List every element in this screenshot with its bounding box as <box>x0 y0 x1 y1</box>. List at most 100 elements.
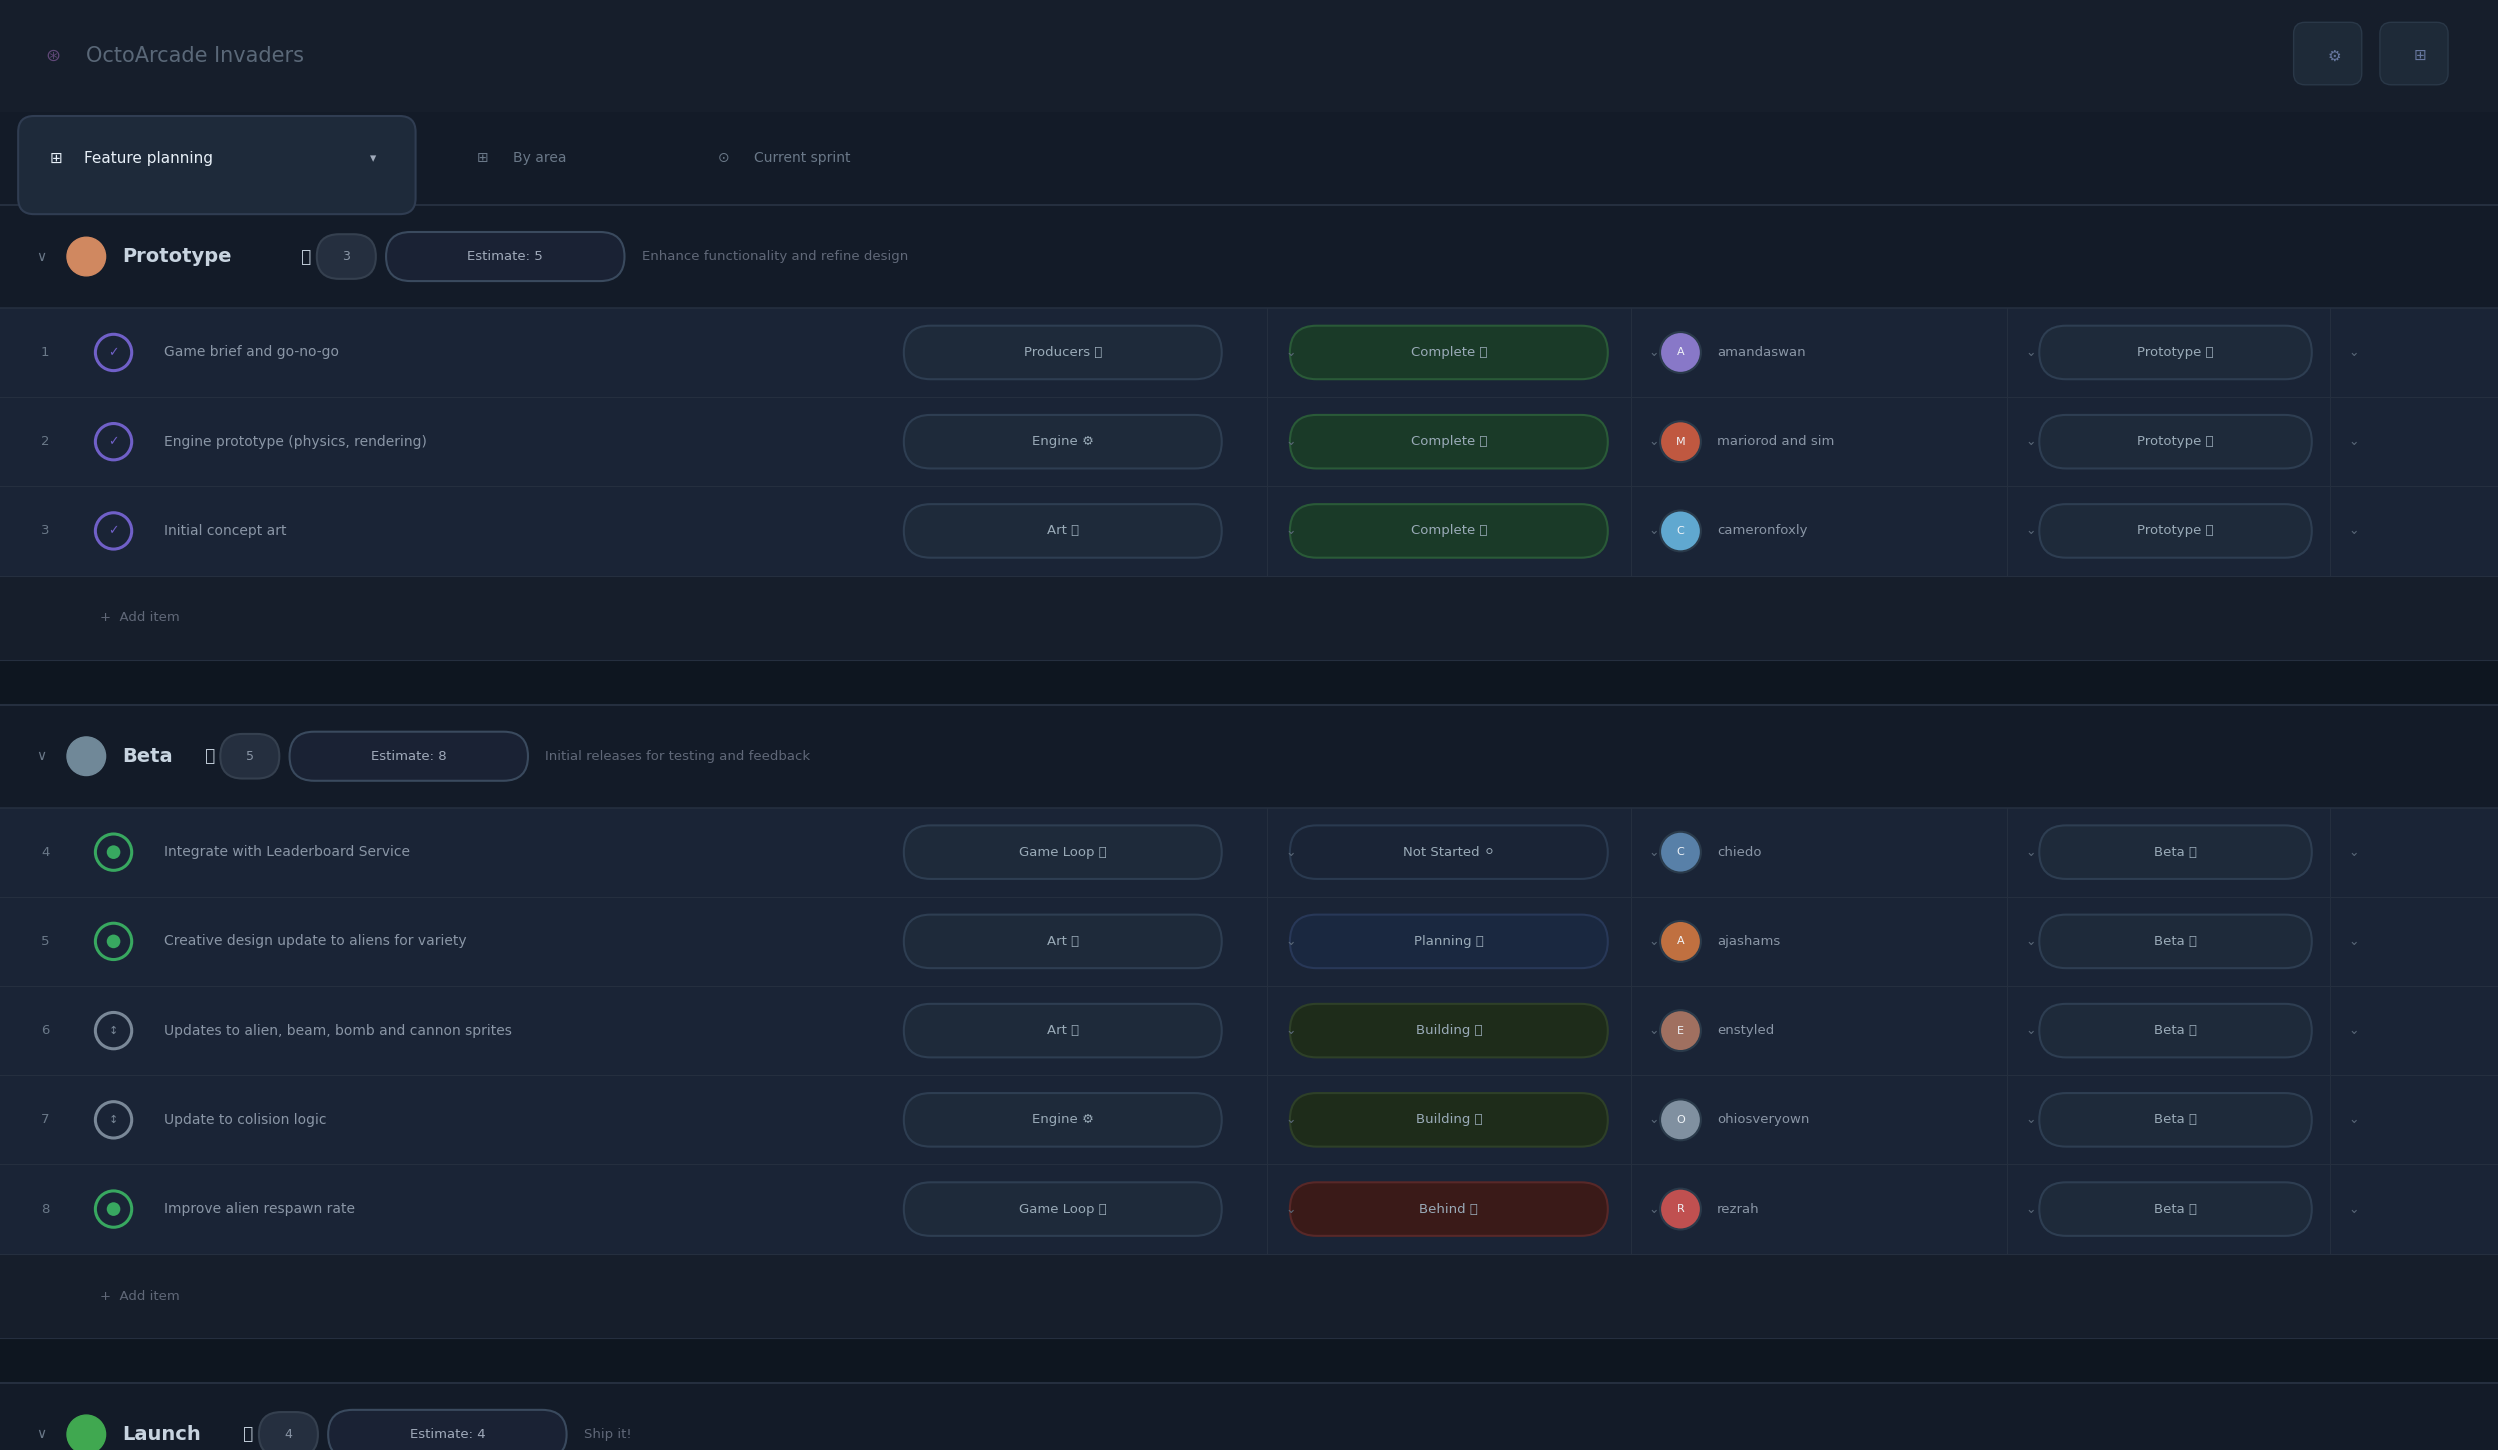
Text: ⌄: ⌄ <box>1286 1024 1296 1037</box>
FancyBboxPatch shape <box>0 660 2498 705</box>
Text: ✓: ✓ <box>107 347 120 360</box>
Text: ⌄: ⌄ <box>2026 1024 2036 1037</box>
Text: ⌄: ⌄ <box>2026 1114 2036 1127</box>
Text: Art 🌈: Art 🌈 <box>1047 1024 1079 1037</box>
Text: Building 📋: Building 📋 <box>1416 1114 1481 1127</box>
Text: Beta 🌱: Beta 🌱 <box>2153 845 2198 858</box>
FancyBboxPatch shape <box>904 1182 1222 1235</box>
Text: ⌄: ⌄ <box>2348 1024 2358 1037</box>
FancyBboxPatch shape <box>904 326 1222 380</box>
FancyBboxPatch shape <box>1289 915 1609 969</box>
Text: Estimate: 8: Estimate: 8 <box>370 750 447 763</box>
Circle shape <box>67 238 105 276</box>
Text: 7: 7 <box>40 1114 50 1127</box>
Circle shape <box>107 935 120 948</box>
Text: ⌄: ⌄ <box>1286 845 1296 858</box>
Text: M: M <box>1676 436 1686 447</box>
Text: Engine prototype (physics, rendering): Engine prototype (physics, rendering) <box>162 435 427 448</box>
FancyBboxPatch shape <box>904 415 1222 468</box>
Text: Not Started ⚪: Not Started ⚪ <box>1404 845 1494 858</box>
Text: O: O <box>1676 1115 1684 1125</box>
Text: mariorod and sim: mariorod and sim <box>1716 435 1834 448</box>
Text: ⌄: ⌄ <box>1649 1024 1659 1037</box>
FancyBboxPatch shape <box>0 112 2498 206</box>
Text: +  Add item: + Add item <box>100 612 180 625</box>
Text: ⌄: ⌄ <box>1286 347 1296 360</box>
Text: By area: By area <box>512 151 567 165</box>
Text: 3: 3 <box>40 525 50 538</box>
Text: ⌄: ⌄ <box>2026 525 2036 538</box>
Circle shape <box>1661 510 1701 551</box>
Text: ohiosveryown: ohiosveryown <box>1716 1114 1809 1127</box>
Text: Producers 🎬: Producers 🎬 <box>1024 347 1102 360</box>
Circle shape <box>67 1415 105 1450</box>
Text: Planning 📊: Planning 📊 <box>1414 935 1484 948</box>
Text: 🦎: 🦎 <box>297 248 312 265</box>
FancyBboxPatch shape <box>1289 1003 1609 1057</box>
Text: 1: 1 <box>40 347 50 360</box>
Text: ⊛: ⊛ <box>45 46 60 65</box>
FancyBboxPatch shape <box>0 397 2498 486</box>
Text: Initial releases for testing and feedback: Initial releases for testing and feedbac… <box>545 750 809 763</box>
Text: Prototype 🦎: Prototype 🦎 <box>2138 435 2213 448</box>
Text: ⌄: ⌄ <box>2026 845 2036 858</box>
Text: ⌄: ⌄ <box>2026 935 2036 948</box>
Text: ⌄: ⌄ <box>1286 435 1296 448</box>
FancyBboxPatch shape <box>904 915 1222 969</box>
Text: rezrah: rezrah <box>1716 1202 1759 1215</box>
Text: ▾: ▾ <box>370 152 377 165</box>
Text: ⌄: ⌄ <box>1649 845 1659 858</box>
Text: cameronfoxly: cameronfoxly <box>1716 525 1809 538</box>
Text: ⌄: ⌄ <box>1286 525 1296 538</box>
FancyBboxPatch shape <box>0 1076 2498 1164</box>
FancyBboxPatch shape <box>0 206 2498 307</box>
Text: +  Add item: + Add item <box>100 1289 180 1302</box>
Text: E: E <box>1676 1025 1684 1035</box>
Text: Engine ⚙️: Engine ⚙️ <box>1032 1114 1094 1127</box>
Text: Improve alien respawn rate: Improve alien respawn rate <box>162 1202 355 1217</box>
Text: ⌄: ⌄ <box>2348 845 2358 858</box>
Circle shape <box>107 845 120 858</box>
FancyBboxPatch shape <box>0 705 2498 808</box>
FancyBboxPatch shape <box>0 486 2498 576</box>
FancyBboxPatch shape <box>1289 415 1609 468</box>
Text: ⌄: ⌄ <box>2348 935 2358 948</box>
Text: C: C <box>1676 847 1684 857</box>
Text: Beta 🌱: Beta 🌱 <box>2153 935 2198 948</box>
Text: ⊞: ⊞ <box>2413 48 2426 64</box>
Text: Updates to alien, beam, bomb and cannon sprites: Updates to alien, beam, bomb and cannon … <box>162 1024 512 1038</box>
Circle shape <box>1661 332 1701 373</box>
Circle shape <box>67 737 105 776</box>
Text: Estimate: 4: Estimate: 4 <box>410 1428 485 1441</box>
Circle shape <box>1661 832 1701 873</box>
Text: ⌄: ⌄ <box>2026 435 2036 448</box>
Text: ⚙: ⚙ <box>2328 48 2341 64</box>
Text: Behind 🚩: Behind 🚩 <box>1419 1202 1479 1215</box>
Text: A: A <box>1676 348 1684 358</box>
Text: C: C <box>1676 526 1684 536</box>
Text: Art 🌈: Art 🌈 <box>1047 525 1079 538</box>
Text: 🌱: 🌱 <box>200 747 215 766</box>
Text: chiedo: chiedo <box>1716 845 1761 858</box>
Text: Building 📋: Building 📋 <box>1416 1024 1481 1037</box>
FancyBboxPatch shape <box>2038 1003 2311 1057</box>
Circle shape <box>1661 921 1701 961</box>
FancyBboxPatch shape <box>1289 1182 1609 1235</box>
Text: ↕: ↕ <box>110 1115 117 1125</box>
Text: 2: 2 <box>40 435 50 448</box>
Text: amandaswan: amandaswan <box>1716 347 1806 360</box>
Text: ⌄: ⌄ <box>2348 1114 2358 1127</box>
FancyBboxPatch shape <box>0 986 2498 1076</box>
FancyBboxPatch shape <box>904 1093 1222 1147</box>
Text: ⌄: ⌄ <box>2348 435 2358 448</box>
FancyBboxPatch shape <box>0 0 2498 112</box>
Text: Complete ✅: Complete ✅ <box>1411 347 1486 360</box>
Text: ⌄: ⌄ <box>2026 347 2036 360</box>
FancyBboxPatch shape <box>0 896 2498 986</box>
FancyBboxPatch shape <box>2038 1182 2311 1235</box>
Text: R: R <box>1676 1204 1684 1214</box>
FancyBboxPatch shape <box>290 732 527 780</box>
FancyBboxPatch shape <box>904 505 1222 558</box>
FancyBboxPatch shape <box>2381 22 2448 84</box>
Text: ⌄: ⌄ <box>1649 1114 1659 1127</box>
